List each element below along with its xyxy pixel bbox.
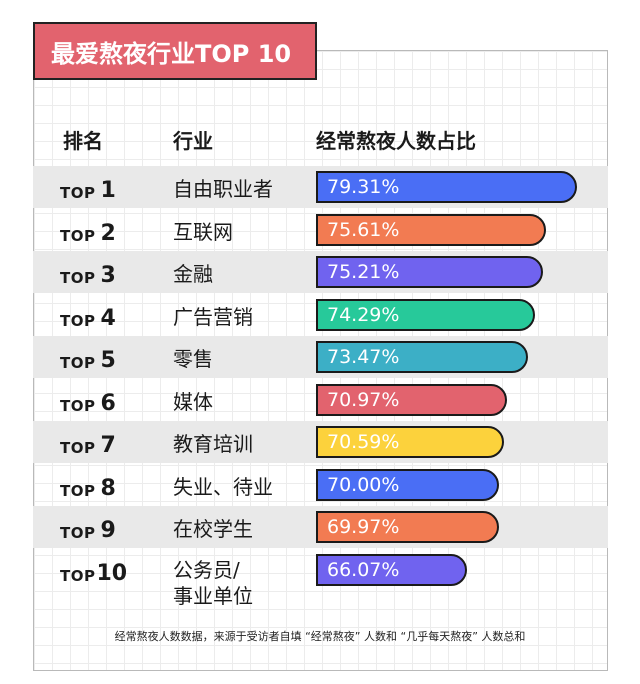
rank-number: 4 — [100, 306, 116, 331]
industry-label: 在校学生 — [173, 516, 253, 541]
rank-number: 3 — [100, 263, 116, 288]
header-industry: 行业 — [173, 129, 213, 153]
bar: 75.61% — [316, 214, 546, 246]
rank-top-word: TOP — [60, 439, 96, 457]
bar-value-label: 75.21% — [327, 261, 400, 283]
rank-number: 1 — [100, 178, 116, 203]
rank-number: 5 — [100, 348, 116, 373]
rank-label: TOP 6 — [60, 379, 116, 421]
table-row: TOP 8 失业、待业 70.00% — [33, 464, 608, 506]
rank-number: 7 — [100, 433, 116, 458]
table-row: TOP 6 媒体 70.97% — [33, 379, 608, 421]
header-rank: 排名 — [63, 129, 103, 153]
rank-top-word: TOP — [60, 397, 96, 415]
bar: 66.07% — [316, 554, 467, 586]
rank-top-word: TOP — [60, 184, 96, 202]
bar-value-label: 75.61% — [327, 219, 400, 241]
chart-title: 最爱熬夜行业TOP 10 — [33, 22, 317, 80]
bar: 74.29% — [316, 299, 535, 331]
rank-label: TOP 8 — [60, 464, 116, 506]
rank-number: 6 — [100, 391, 116, 416]
bar-value-label: 70.00% — [327, 474, 400, 496]
rank-top-word: TOP — [60, 524, 96, 542]
industry-label: 广告营销 — [173, 304, 253, 329]
bar-value-label: 73.47% — [327, 346, 400, 368]
rank-label: TOP 7 — [60, 421, 116, 463]
rank-label: TOP 4 — [60, 294, 116, 336]
footnote: 经常熬夜人数数据，来源于受访者自填 “经常熬夜” 人数和 “几乎每天熬夜” 人数… — [114, 630, 526, 643]
bar-value-label: 70.59% — [327, 431, 400, 453]
rank-top-word: TOP — [60, 482, 96, 500]
industry-label: 金融 — [173, 261, 213, 286]
bar: 69.97% — [316, 511, 499, 543]
bar-value-label: 74.29% — [327, 304, 400, 326]
table-row: TOP 9 在校学生 69.97% — [33, 506, 608, 548]
rank-label: TOP 1 — [60, 166, 116, 208]
industry-label: 互联网 — [173, 219, 233, 244]
header-percent: 经常熬夜人数占比 — [316, 129, 476, 153]
industry-label: 教育培训 — [173, 431, 253, 456]
bar-value-label: 69.97% — [327, 516, 400, 538]
bar-value-label: 79.31% — [327, 176, 400, 198]
industry-label: 媒体 — [173, 389, 213, 414]
rank-number: 10 — [96, 561, 128, 586]
rank-top-word: TOP — [60, 269, 96, 287]
bar: 75.21% — [316, 256, 543, 288]
bar: 79.31% — [316, 171, 577, 203]
rank-top-word: TOP — [60, 354, 96, 372]
table-row: TOP 2 互联网 75.61% — [33, 209, 608, 251]
industry-label: 失业、待业 — [173, 474, 273, 499]
bar-value-label: 70.97% — [327, 389, 400, 411]
rank-number: 9 — [100, 518, 116, 543]
table-row: TOP 1 自由职业者 79.31% — [33, 166, 608, 208]
bar: 73.47% — [316, 341, 528, 373]
table-row: TOP 10 公务员/事业单位 66.07% — [33, 549, 608, 608]
rank-top-word: TOP — [60, 312, 96, 330]
table-row: TOP 7 教育培训 70.59% — [33, 421, 608, 463]
table-row: TOP 3 金融 75.21% — [33, 251, 608, 293]
rank-label: TOP 9 — [60, 506, 116, 548]
rank-top-word: TOP — [60, 227, 96, 245]
industry-label-line: 事业单位 — [173, 584, 253, 608]
table-row: TOP 4 广告营销 74.29% — [33, 294, 608, 336]
bar: 70.97% — [316, 384, 507, 416]
industry-label: 公务员/事业单位 — [173, 549, 253, 608]
rank-label: TOP 5 — [60, 336, 116, 378]
industry-label: 自由职业者 — [173, 176, 273, 201]
bar: 70.00% — [316, 469, 499, 501]
rank-label: TOP 3 — [60, 251, 116, 293]
rank-label: TOP 10 — [60, 549, 127, 591]
rank-top-word: TOP — [60, 567, 96, 585]
rank-number: 8 — [100, 476, 116, 501]
industry-label-line: 公务员/ — [173, 558, 240, 582]
industry-label: 零售 — [173, 346, 213, 371]
rank-number: 2 — [100, 221, 116, 246]
bar-value-label: 66.07% — [327, 559, 400, 581]
bar: 70.59% — [316, 426, 504, 458]
rank-label: TOP 2 — [60, 209, 116, 251]
table-row: TOP 5 零售 73.47% — [33, 336, 608, 378]
